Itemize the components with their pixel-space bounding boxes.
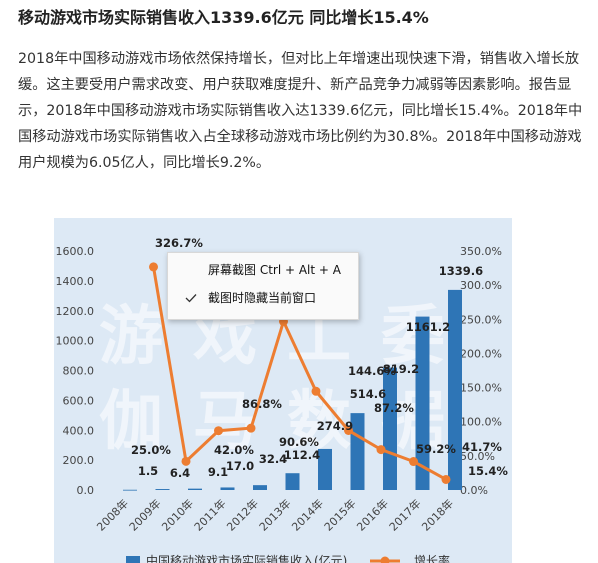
y-right-tick-label: 250.0% [460, 313, 502, 326]
y-left-tick-label: 800.0 [63, 365, 95, 378]
bar [155, 489, 170, 490]
bar-data-label: 112.4 [284, 448, 320, 462]
bar [318, 448, 332, 490]
x-tick-label: 2012年 [224, 496, 261, 533]
growth-data-label: 42.0% [214, 443, 254, 457]
growth-point [441, 474, 451, 484]
x-tick-label: 2017年 [386, 496, 423, 533]
y-left-tick-label: 1000.0 [56, 335, 95, 348]
x-tick-label: 2018年 [419, 496, 456, 533]
bar [188, 488, 202, 490]
growth-data-label: 90.6% [279, 435, 319, 449]
growth-data-label: 86.8% [242, 397, 282, 411]
y-left-tick-label: 1200.0 [56, 305, 95, 318]
y-right-tick-label: 100.0% [460, 416, 502, 429]
checkmark-icon [184, 285, 198, 320]
growth-point [409, 457, 418, 467]
legend-bar-label: 中国移动游戏市场实际销售收入(亿元) [146, 553, 347, 563]
x-tick-label: 2016年 [354, 496, 391, 533]
growth-point [246, 423, 256, 433]
x-tick-label: 2010年 [159, 496, 196, 533]
growth-point [344, 425, 353, 435]
bar [448, 289, 462, 490]
x-tick-label: 2013年 [256, 496, 293, 533]
bar [415, 316, 430, 490]
article-title: 移动游戏市场实际销售收入1339.6亿元 同比增长15.4% [18, 8, 429, 27]
bar-data-label: 274.9 [317, 419, 353, 433]
y-right-tick-label: 0.0% [460, 484, 488, 497]
growth-point [376, 445, 386, 455]
y-right-tick-label: 50.0% [460, 450, 495, 463]
legend-line-label: 增长率 [414, 553, 450, 563]
bar-data-label: 1339.6 [439, 264, 483, 278]
bar-data-label: 9.1 [208, 465, 228, 479]
growth-point [214, 426, 223, 436]
menu-item-screenshot[interactable]: 屏幕截图 Ctrl + Alt + A [168, 257, 358, 283]
x-tick-label: 2008年 [94, 496, 131, 533]
growth-data-label: 144.6% [348, 364, 396, 378]
y-left-tick-label: 0.0 [77, 484, 95, 497]
bar [220, 487, 235, 490]
menu-item-label: 屏幕截图 Ctrl + Alt + A [208, 263, 341, 277]
y-left-tick-label: 400.0 [63, 424, 95, 437]
y-right-tick-label: 350.0% [460, 245, 502, 258]
legend-bar-swatch [126, 556, 140, 563]
growth-point [311, 386, 321, 396]
menu-item-hide-window[interactable]: 截图时隐藏当前窗口 [168, 285, 358, 311]
x-tick-label: 2009年 [126, 496, 163, 533]
growth-data-label: 87.2% [374, 401, 414, 415]
bar-data-label: 1161.2 [406, 320, 450, 334]
bar-data-label: 6.4 [170, 466, 190, 480]
y-right-tick-label: 200.0% [460, 347, 502, 360]
y-left-tick-label: 1600.0 [56, 245, 95, 258]
bar [253, 485, 267, 490]
y-right-tick-label: 150.0% [460, 382, 502, 395]
growth-data-label: 326.7% [155, 236, 203, 250]
bar-data-label: 32.4 [259, 452, 287, 466]
legend-line-marker [380, 556, 390, 563]
y-right-tick-label: 300.0% [460, 279, 502, 292]
bar-data-label: 17.0 [226, 459, 254, 473]
y-left-tick-label: 200.0 [63, 454, 95, 467]
bar-data-label: 1.5 [138, 464, 158, 478]
y-left-tick-label: 600.0 [63, 394, 95, 407]
bar-data-label: 514.6 [350, 387, 386, 401]
y-left-tick-label: 1400.0 [56, 275, 95, 288]
growth-data-label: 59.2% [416, 442, 456, 456]
bar-data-label: 819.2 [383, 362, 419, 376]
x-tick-label: 2014年 [289, 496, 326, 533]
growth-point [181, 456, 191, 466]
context-menu: 屏幕截图 Ctrl + Alt + A 截图时隐藏当前窗口 [167, 252, 359, 320]
growth-data-label: 41.7% [462, 440, 502, 454]
article-paragraph: 2018年中国移动游戏市场依然保持增长，但对比上年增速出现快速下滑，销售收入增长… [18, 51, 583, 171]
bar [123, 489, 137, 491]
growth-point [149, 262, 158, 272]
growth-data-label: 25.0% [131, 443, 171, 457]
bar [285, 473, 300, 490]
growth-line [152, 266, 447, 481]
x-tick-label: 2015年 [321, 496, 358, 533]
growth-data-label: 15.4% [468, 464, 508, 478]
bar [383, 367, 397, 490]
menu-item-label: 截图时隐藏当前窗口 [208, 291, 317, 305]
x-tick-label: 2011年 [191, 496, 228, 533]
